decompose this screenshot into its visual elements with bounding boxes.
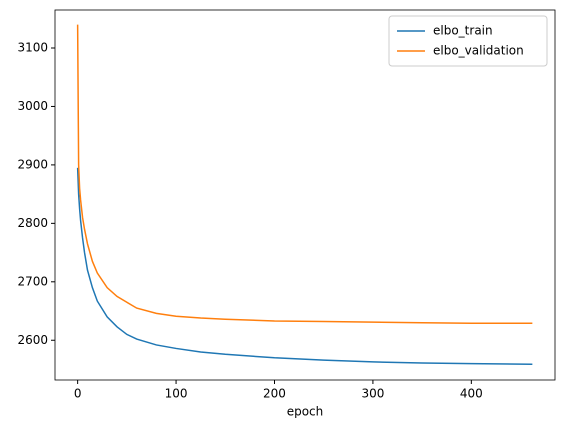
legend-label: elbo_validation <box>433 44 524 58</box>
y-tick-label: 2800 <box>17 216 48 230</box>
legend-box <box>388 15 548 67</box>
legend-label: elbo_train <box>433 24 493 38</box>
x-tick-label: 0 <box>74 387 82 401</box>
x-axis-label: epoch <box>287 405 324 419</box>
y-tick-label: 2600 <box>17 333 48 347</box>
x-tick-label: 200 <box>263 387 286 401</box>
line <box>76 167 533 365</box>
y-tick-label: 2700 <box>17 274 48 288</box>
x-tick-label: 100 <box>165 387 188 401</box>
y-tick-label: 3100 <box>17 40 48 54</box>
x-tick-label: 400 <box>460 387 483 401</box>
y-tick-label: 3000 <box>17 99 48 113</box>
y-tick-label: 2900 <box>17 157 48 171</box>
plot-frame <box>54 9 556 381</box>
x-tick-label: 300 <box>361 387 384 401</box>
line <box>76 24 533 325</box>
